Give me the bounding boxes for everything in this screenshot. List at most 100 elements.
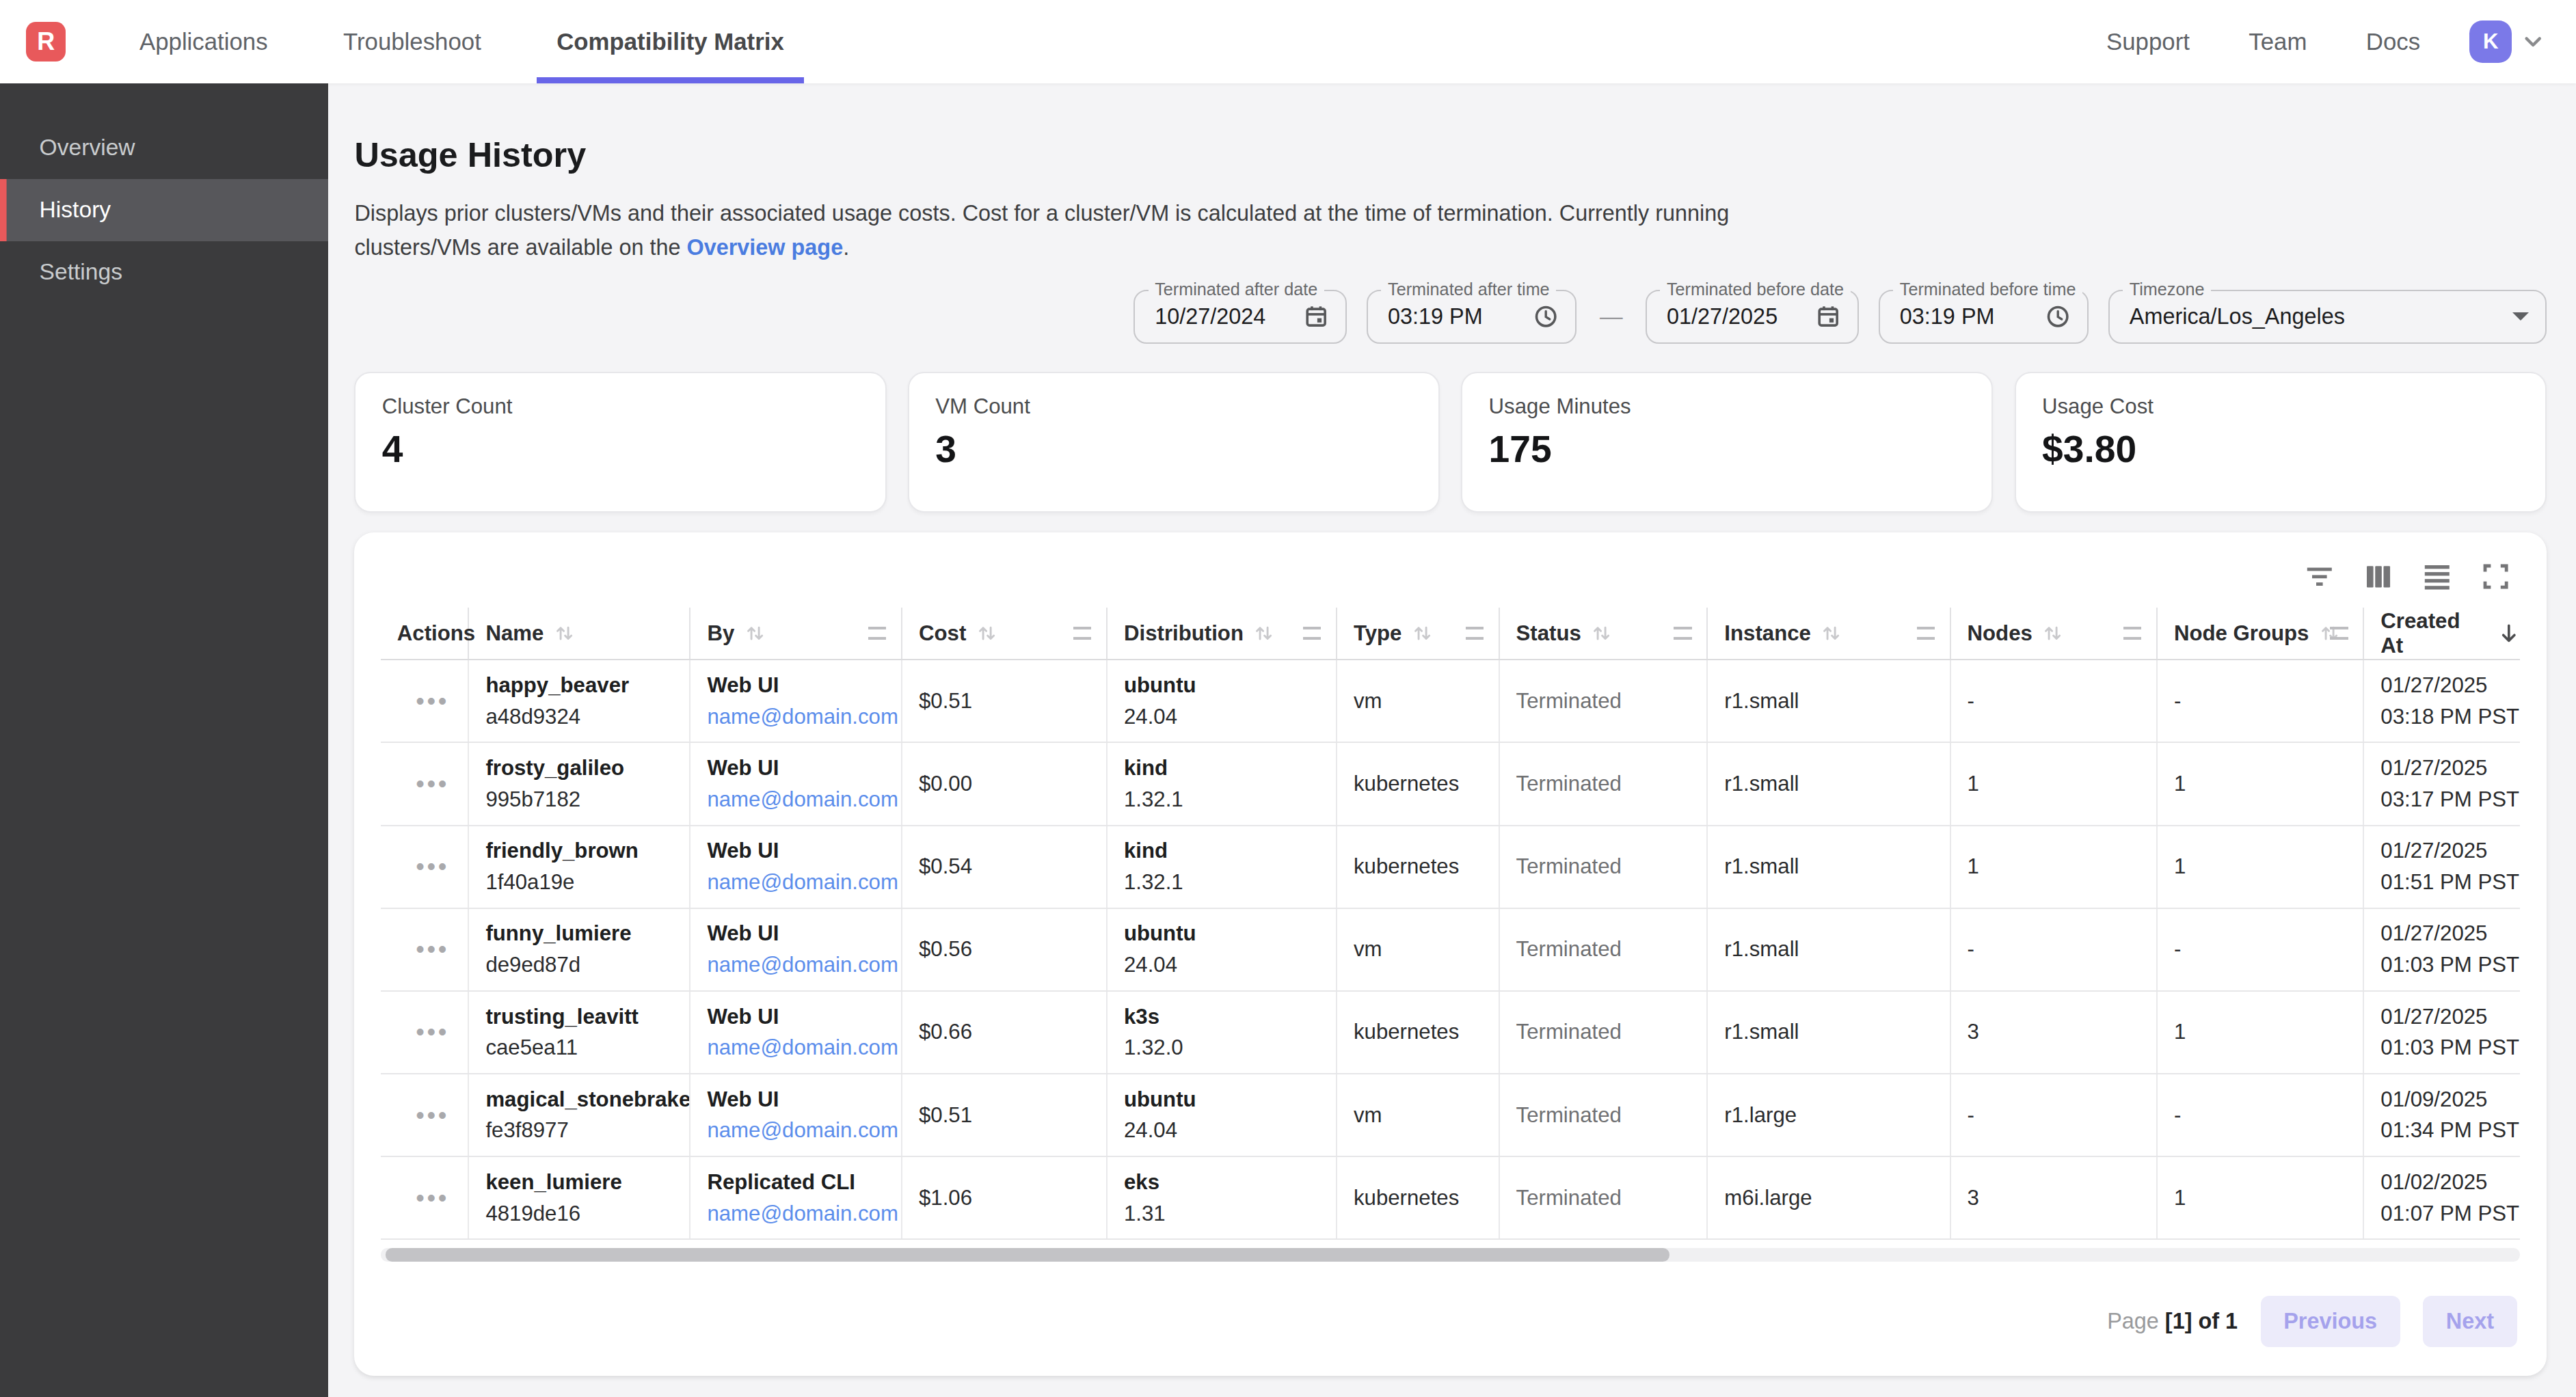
table-cell-nodes: 3 [1951,1157,2158,1238]
sort-icon[interactable] [1412,623,1433,644]
node-groups-value: - [2174,689,2363,714]
scrollbar-thumb[interactable] [386,1248,1669,1261]
sort-icon[interactable] [1253,623,1274,644]
row-actions-button[interactable]: ••• [416,1024,449,1040]
created-by-email-link[interactable]: name@domain.com [707,1202,901,1226]
column-menu-icon[interactable] [2123,627,2141,640]
sort-icon[interactable] [1591,623,1612,644]
sidebar-item-settings[interactable]: Settings [0,241,328,303]
terminated-before-date-field[interactable]: Terminated before date 01/27/2025 [1646,290,1859,344]
date-range-separator: — [1596,303,1626,329]
column-header-distribution[interactable]: Distribution [1108,608,1337,659]
created-by-email-link[interactable]: name@domain.com [707,953,901,977]
user-avatar[interactable]: K [2469,21,2512,63]
table-cell-name: magical_stonebrakerfe3f8977 [469,1074,690,1156]
distribution-name: ubuntu [1124,1087,1336,1112]
terminated-after-time-field[interactable]: Terminated after time 03:19 PM [1367,290,1577,344]
sort-icon[interactable] [554,623,575,644]
table-cell-type: kubernetes [1337,1157,1500,1238]
terminated-after-date-field[interactable]: Terminated after date 10/27/2024 [1133,290,1347,344]
nav-item-team[interactable]: Team [2242,28,2313,55]
table-cell-instance: r1.large [1708,1074,1950,1156]
created-date: 01/27/2025 [2380,921,2520,946]
column-header-status[interactable]: Status [1500,608,1708,659]
terminated-after-time-value[interactable]: 03:19 PM [1388,304,1520,329]
row-actions-button[interactable]: ••• [416,693,449,709]
sort-desc-icon[interactable] [2497,622,2521,645]
nav-item-docs[interactable]: Docs [2359,28,2426,55]
sidebar-item-overview[interactable]: Overview [0,116,328,178]
column-menu-icon[interactable] [1073,627,1091,640]
sort-icon[interactable] [744,623,766,644]
nav-item-compatibility-matrix[interactable]: Compatibility Matrix [550,0,791,83]
terminated-before-time-value[interactable]: 03:19 PM [1900,304,2032,329]
created-by-email-link[interactable]: name@domain.com [707,1118,901,1143]
row-actions-button[interactable]: ••• [416,776,449,792]
sort-icon[interactable] [976,623,997,644]
nav-item-applications[interactable]: Applications [133,0,274,83]
column-menu-icon[interactable] [1674,627,1691,640]
created-by-email-link[interactable]: name@domain.com [707,1035,901,1060]
timezone-value[interactable]: America/Los_Angeles [2130,304,2499,329]
table-cell-status: Terminated [1500,826,1708,908]
column-menu-icon[interactable] [2330,627,2348,640]
created-by-email-link[interactable]: name@domain.com [707,705,901,729]
columns-icon[interactable] [2363,561,2394,593]
stat-label: VM Count [935,394,1412,419]
clock-icon[interactable] [1533,303,1559,329]
dropdown-caret-icon[interactable] [2512,312,2529,321]
horizontal-scrollbar[interactable] [381,1248,2521,1261]
column-menu-icon[interactable] [1303,627,1321,640]
replicated-logo-icon[interactable]: R [26,22,66,62]
table-cell-created-at: 01/09/202501:34 PM PST [2364,1074,2520,1156]
nav-item-troubleshoot[interactable]: Troubleshoot [336,0,487,83]
column-menu-icon[interactable] [1466,627,1484,640]
sort-icon[interactable] [1821,623,1842,644]
overview-page-link[interactable]: Overview page [687,235,844,260]
main-layout: Overview History Settings Usage History … [0,83,2576,1397]
pagination: Page [1] of 1 Previous Next [381,1296,2521,1347]
distribution-name: ubuntu [1124,921,1336,946]
stat-card-usage-minutes: Usage Minutes 175 [1461,372,1993,513]
row-actions-button[interactable]: ••• [416,858,449,875]
table-cell-cost: $0.51 [902,660,1108,742]
calendar-icon[interactable] [1303,303,1329,329]
column-header-cost[interactable]: Cost [902,608,1108,659]
timezone-select[interactable]: Timezone America/Los_Angeles [2108,290,2547,344]
density-icon[interactable] [2421,561,2453,593]
column-menu-icon[interactable] [1917,627,1935,640]
column-header-type[interactable]: Type [1337,608,1500,659]
sort-icon[interactable] [2042,623,2063,644]
next-page-button[interactable]: Next [2423,1296,2517,1347]
column-header-node-groups[interactable]: Node Groups [2158,608,2364,659]
terminated-after-date-value[interactable]: 10/27/2024 [1155,304,1290,329]
row-actions-button[interactable]: ••• [416,1107,449,1124]
type-value: vm [1354,937,1499,962]
fullscreen-icon[interactable] [2481,562,2510,591]
row-actions-button[interactable]: ••• [416,941,449,958]
table-cell-actions: ••• [381,992,470,1073]
previous-page-button[interactable]: Previous [2261,1296,2400,1347]
column-header-instance[interactable]: Instance [1708,608,1950,659]
terminated-before-time-field[interactable]: Terminated before time 03:19 PM [1879,290,2089,344]
calendar-icon[interactable] [1815,303,1841,329]
column-header-name[interactable]: Name [469,608,690,659]
created-by-email-link[interactable]: name@domain.com [707,787,901,812]
chevron-down-icon[interactable] [2520,29,2546,55]
cluster-name: trusting_leavitt [485,1005,689,1029]
nodes-value: - [1968,689,2156,714]
created-by-email-link[interactable]: name@domain.com [707,870,901,895]
row-actions-button[interactable]: ••• [416,1190,449,1206]
nav-item-support[interactable]: Support [2099,28,2196,55]
sidebar-item-history[interactable]: History [0,179,328,241]
terminated-before-date-value[interactable]: 01/27/2025 [1667,304,1802,329]
status-value: Terminated [1516,854,1707,879]
column-menu-icon[interactable] [868,627,886,640]
created-date: 01/27/2025 [2380,1005,2520,1029]
column-header-by[interactable]: By [690,608,902,659]
table-row: •••funny_lumierede9ed87dWeb UIname@domai… [381,909,2521,992]
filter-icon[interactable] [2304,561,2335,593]
column-header-created-at[interactable]: Created At [2364,608,2520,659]
column-header-nodes[interactable]: Nodes [1951,608,2158,659]
clock-icon[interactable] [2045,303,2071,329]
